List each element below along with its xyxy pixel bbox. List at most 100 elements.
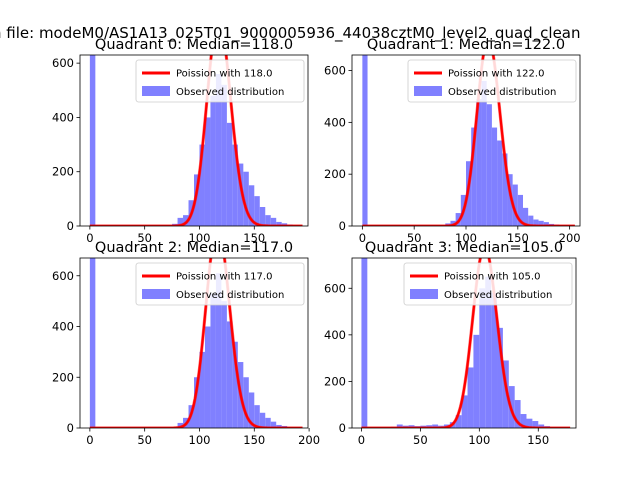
histogram-bar [485,276,492,428]
histogram-bar [479,288,486,428]
histogram-bar [215,273,222,428]
y-tick-label: 0 [67,219,74,233]
legend-bar-swatch [142,289,170,299]
histogram-bar [526,418,533,428]
x-tick-label: 50 [137,433,152,447]
quadrant-panel-0: 0 50 100 150 0 200 400 600 Quadrant 0: Median=11… [52,37,309,245]
histogram-bar [491,292,498,428]
histogram-bar [270,217,277,226]
histogram-bar [361,258,368,428]
panel-title: Quadrant 0: Median=118.0 [95,37,293,53]
histogram-bar [517,194,523,226]
histogram-bar [232,144,238,226]
x-tick-label: 100 [468,433,490,447]
histogram-bar [254,405,260,428]
histogram-bar [199,144,205,226]
legend-bar-swatch [410,289,438,299]
x-tick-label: 50 [407,231,422,245]
histogram-bar [467,367,474,428]
x-tick-label: 100 [189,231,211,245]
legend-label-observed: Observed distribution [176,87,284,98]
y-tick-label: 400 [52,110,74,124]
histogram-bar [237,163,244,226]
x-tick-label: 50 [413,433,428,447]
x-tick-label: 200 [559,231,581,245]
histogram-bar [532,421,539,428]
axes-frame [79,257,309,429]
x-tick-label: 0 [358,433,365,447]
panels: 0 50 100 150 0 200 400 600 Quadrant 0: Median=11… [52,37,581,447]
y-tick-label: 200 [324,167,346,181]
histogram-bar [199,351,205,428]
poisson-curve-core [89,258,303,428]
y-tick-label: 600 [324,281,346,295]
x-tick-label: 0 [86,433,93,447]
histogram-bar [259,207,266,226]
histogram-bar [204,117,211,226]
histogram-bar [514,400,521,428]
histogram-bar [473,334,480,428]
histogram-bar [232,341,238,428]
y-tick-label: 0 [339,421,346,435]
legend: Poission with 122.0 Observed distribution [407,59,577,103]
histogram-bar [512,184,518,226]
histogram-bar [215,74,222,226]
histogram-bar [396,424,403,428]
histogram-bar [528,215,534,226]
quadrant-panel-3: 0 50 100 150 0 200 400 600 Quadrant 3: Median=10… [324,240,577,447]
legend-box [135,59,305,103]
histogram-bar [221,84,227,226]
axes-frame [79,54,309,227]
x-tick-label: 150 [243,433,265,447]
legend-label-poisson: Poission with 117.0 [176,272,272,283]
histogram-bar [89,258,96,428]
histogram-bar [538,220,544,226]
y-tick-label: 200 [324,374,346,388]
y-tick-label: 600 [52,56,74,70]
histogram-bar [194,377,200,428]
quadrant-panel-1: 0 50 100 150 200 0 200 400 600 Quadrant 1: Median… [324,37,581,245]
legend-label-observed: Observed distribution [176,290,284,301]
plot-area [89,258,304,428]
y-tick-label: 200 [52,370,74,384]
histogram-bar [476,99,482,226]
figure-suptitle: h file: modeM0/AS1A13_025T01_9000005936_… [0,24,581,43]
histogram-bar [520,414,527,428]
panel-title: Quadrant 3: Median=105.0 [365,240,563,256]
histogram-bar [523,207,529,226]
histogram-bar [538,424,545,428]
histogram-bar [204,326,211,428]
histogram-bar [221,301,227,428]
y-tick-label: 0 [67,421,74,435]
histogram-bar [543,222,549,226]
histogram-bar [265,215,271,226]
histogram-bar [270,421,277,428]
histogram-bar [210,95,216,226]
legend: Poission with 118.0 Observed distribution [135,59,305,103]
x-tick-label: 0 [359,231,366,245]
y-tick-label: 600 [324,64,346,78]
legend: Poission with 117.0 Observed distribution [135,262,305,306]
legend-bar-swatch [142,86,170,96]
histogram-bar [248,185,255,226]
histogram-bar [461,395,468,428]
histogram-bar [502,153,508,226]
histogram-bar [226,122,233,226]
histogram-bar [265,417,271,428]
histogram-bar [432,424,439,428]
y-tick-label: 200 [52,165,74,179]
histogram-bar [481,80,487,226]
y-tick-label: 400 [52,320,74,334]
histogram-bar [362,55,368,226]
histogram-bar [455,415,462,428]
legend-box [135,262,305,306]
histogram-bar [533,219,539,226]
histogram-bar [497,327,503,428]
histogram-bar [486,104,492,226]
histogram-bar [243,171,249,226]
histogram-bar [471,127,477,226]
legend-label-observed: Observed distribution [444,290,552,301]
histogram-bar [243,377,249,428]
y-tick-label: 600 [52,269,74,283]
